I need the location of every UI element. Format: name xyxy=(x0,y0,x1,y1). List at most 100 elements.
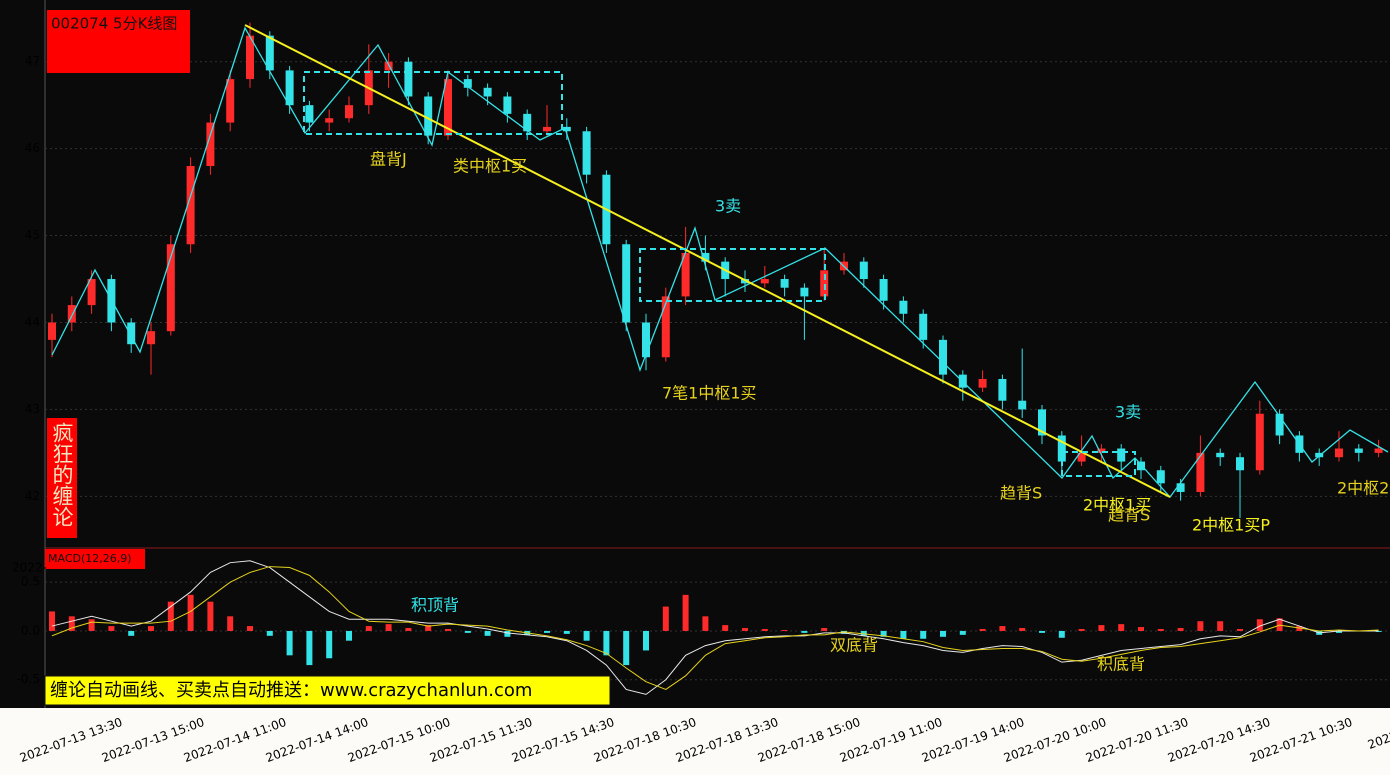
macd-bar xyxy=(346,630,352,641)
macd-bar xyxy=(742,628,748,631)
macd-bar xyxy=(326,630,333,659)
center-box xyxy=(1061,451,1136,477)
annotation: 2中枢2 xyxy=(1337,479,1389,498)
candle-body xyxy=(483,87,492,97)
title-box xyxy=(47,10,190,73)
macd-bar xyxy=(464,630,471,633)
stroke-lines xyxy=(51,26,1389,499)
candle-body xyxy=(523,113,532,132)
macd-bar xyxy=(148,626,154,631)
candle-body xyxy=(503,96,512,114)
candle-body xyxy=(859,261,868,280)
candle-body xyxy=(246,35,254,80)
y-tick-label: 43 xyxy=(25,402,40,416)
y-tick-label: -0.5 xyxy=(17,672,40,686)
macd-bar xyxy=(405,628,412,631)
macd-bar xyxy=(108,626,115,631)
macd-bar xyxy=(1078,629,1085,631)
x-tick-label: 2022-07-21 xyxy=(1366,715,1390,752)
macd-bar xyxy=(1157,629,1164,631)
candle-body xyxy=(325,118,334,123)
macd-bar xyxy=(880,630,887,637)
macd-bar xyxy=(1217,621,1224,631)
macd-bar xyxy=(1197,621,1204,631)
candle-body xyxy=(1196,452,1205,492)
banner: 缠论自动画线、买卖点自动推送：www.crazychanlun.com xyxy=(50,680,532,701)
trend-line xyxy=(244,24,1171,498)
macd-line xyxy=(51,560,1379,695)
candle-body xyxy=(1097,448,1106,453)
candle-body xyxy=(1137,461,1145,471)
candle-body xyxy=(681,252,690,297)
annotation: 积底背 xyxy=(1097,655,1145,674)
macd-title-box xyxy=(45,549,145,569)
macd-bar xyxy=(187,594,194,631)
overlays xyxy=(51,24,1389,499)
y-tick-label: 47 xyxy=(25,54,40,68)
candle-body xyxy=(800,287,809,297)
candle-body xyxy=(463,79,472,88)
candle-body xyxy=(1176,483,1185,492)
annotation: 7笔1中枢1买 xyxy=(662,384,757,403)
y-tick-label: 0.0 xyxy=(21,623,40,637)
candle-body xyxy=(622,244,631,323)
axis-fragment: 2022- xyxy=(12,561,47,575)
macd-bar xyxy=(682,594,689,631)
macd-bar xyxy=(49,611,55,631)
candle-body xyxy=(285,70,294,106)
candle-body xyxy=(1354,448,1363,453)
candle-body xyxy=(206,122,215,167)
macd-bar xyxy=(1237,629,1243,631)
candle-body xyxy=(1275,413,1284,436)
candle-body xyxy=(879,279,888,301)
macd-bar xyxy=(207,601,214,631)
candle-body xyxy=(265,35,274,71)
candle-body xyxy=(1335,448,1343,458)
macd-bar xyxy=(959,630,966,635)
candle-body xyxy=(661,296,670,358)
candle-body xyxy=(87,279,96,306)
candle-body xyxy=(919,313,928,340)
macd-bar xyxy=(1019,628,1026,631)
annotation: 积顶背 xyxy=(411,596,459,615)
macd-bar xyxy=(1138,627,1144,631)
macd-bar xyxy=(1256,619,1263,631)
marks xyxy=(45,22,1390,695)
candle-body xyxy=(147,331,155,345)
candle-body xyxy=(701,252,710,262)
side-label: 疯狂的缠论 xyxy=(50,422,74,527)
macd-bar xyxy=(722,625,729,631)
annotation: 双底背 xyxy=(830,636,878,655)
candle-body xyxy=(1315,452,1324,458)
y-tick-label: 45 xyxy=(25,228,40,242)
annotation: 趋背S xyxy=(1108,506,1150,525)
y-tick-label: 44 xyxy=(25,315,40,329)
macd-line xyxy=(51,566,1379,691)
macd-bar xyxy=(504,630,511,637)
macd-bar xyxy=(544,630,550,633)
candle-body xyxy=(1255,413,1264,471)
macd-bar xyxy=(385,624,392,631)
macd-bar xyxy=(227,616,234,631)
annotation: 2中枢1买P xyxy=(1192,516,1270,535)
macd-bar xyxy=(484,630,491,636)
macd-bar xyxy=(781,629,788,631)
candle-body xyxy=(444,79,452,136)
macd-bar xyxy=(1118,624,1125,631)
macd-bar xyxy=(306,630,313,666)
candle-body xyxy=(760,279,769,284)
annotation: 盘背J xyxy=(370,150,407,169)
candle-body xyxy=(1038,409,1046,436)
candle-body xyxy=(562,126,571,132)
candle-body xyxy=(226,79,235,123)
candle-body xyxy=(1117,448,1126,462)
macd-bar xyxy=(425,625,432,631)
candle-body xyxy=(939,339,947,375)
macd-bar xyxy=(266,630,273,636)
macd-bar xyxy=(603,630,610,656)
candle-body xyxy=(345,105,353,119)
macd-bar xyxy=(979,629,986,631)
candle-body xyxy=(127,322,136,345)
candle-body xyxy=(186,166,195,245)
